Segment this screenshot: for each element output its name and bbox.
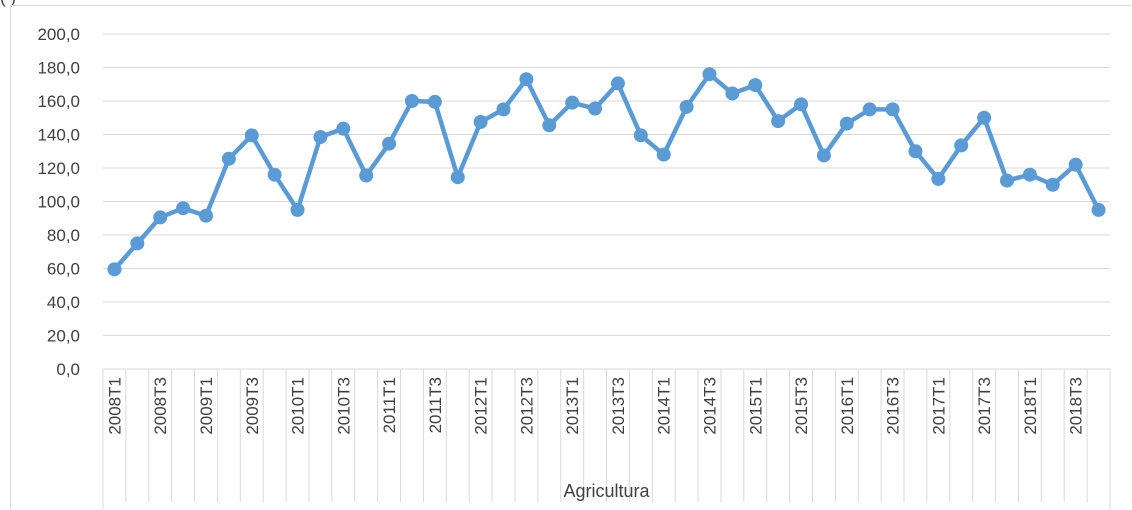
- y-tick-label: 80,0: [47, 226, 80, 245]
- x-axis-title: Agricultura: [563, 481, 650, 501]
- y-tick-label: 0,0: [56, 360, 80, 379]
- data-point: [839, 116, 854, 131]
- x-tick-label: 2014T3: [700, 377, 719, 435]
- x-tick-label: 2011T3: [426, 377, 445, 433]
- x-tick-label: 2015T1: [746, 377, 765, 435]
- x-tick-label: 2009T1: [197, 377, 216, 435]
- data-point: [954, 138, 969, 153]
- y-tick-label: 60,0: [47, 260, 80, 279]
- x-tick-label: 2013T3: [609, 377, 628, 435]
- data-point: [885, 102, 900, 117]
- x-tick-label: 2010T1: [289, 377, 308, 435]
- data-point: [107, 262, 122, 277]
- x-tick-label: 2008T1: [105, 377, 124, 435]
- x-axis: [102, 369, 1111, 509]
- x-tick-label: 2016T1: [838, 377, 857, 435]
- data-point: [862, 102, 877, 117]
- data-point: [130, 236, 145, 251]
- y-tick-label: 180,0: [37, 59, 80, 78]
- data-point: [679, 99, 694, 114]
- data-point: [519, 72, 534, 87]
- data-point: [610, 76, 625, 91]
- data-point: [359, 168, 374, 183]
- x-tick-label: 2008T3: [151, 377, 170, 435]
- data-point: [725, 86, 740, 101]
- y-tick-label: 140,0: [37, 126, 80, 145]
- y-tick-label: 160,0: [37, 92, 80, 111]
- data-point: [267, 167, 282, 182]
- data-point: [1000, 173, 1015, 188]
- data-point: [633, 128, 648, 143]
- y-tick-label: 200,0: [37, 25, 80, 44]
- data-point: [816, 148, 831, 163]
- data-point: [1068, 157, 1083, 172]
- x-tick-label: 2011T1: [380, 377, 399, 433]
- data-point: [404, 94, 419, 108]
- data-point: [794, 97, 809, 112]
- data-point: [450, 170, 465, 185]
- data-point: [290, 202, 305, 217]
- data-point: [153, 210, 168, 225]
- data-point: [771, 114, 786, 129]
- x-tick-label: 2009T3: [243, 377, 262, 435]
- cropped-header-text: ( ): [0, 0, 16, 8]
- data-point: [336, 121, 351, 136]
- data-point: [931, 171, 946, 186]
- y-tick-label: 40,0: [47, 293, 80, 312]
- data-point: [244, 128, 259, 143]
- data-point: [1091, 202, 1106, 217]
- data-point: [748, 78, 763, 93]
- x-tick-label: 2017T1: [929, 377, 948, 435]
- x-tick-label: 2017T3: [975, 377, 994, 435]
- data-point: [473, 114, 488, 129]
- data-point: [313, 130, 328, 145]
- x-tick-label: 2012T3: [517, 377, 536, 435]
- data-point: [702, 67, 717, 82]
- data-point: [496, 102, 511, 117]
- x-tick-label: 2014T1: [655, 377, 674, 435]
- data-point: [656, 147, 671, 162]
- data-point: [176, 201, 191, 216]
- data-point: [565, 95, 580, 110]
- data-point: [542, 118, 557, 133]
- gridlines: [103, 33, 1110, 370]
- y-tick-label: 100,0: [37, 193, 80, 212]
- data-point: [427, 94, 442, 109]
- data-point: [588, 101, 603, 116]
- data-point: [221, 151, 236, 166]
- x-tick-label: 2016T3: [884, 377, 903, 435]
- y-tick-label: 120,0: [37, 159, 80, 178]
- x-tick-label: 2013T1: [563, 377, 582, 435]
- data-point: [382, 136, 397, 151]
- x-axis-tick-labels: 2008T1 2008T3 2009T1 2009T3 2010T1 2010T3 2011…: [105, 377, 1085, 435]
- data-point: [977, 110, 992, 125]
- chart-frame: [10, 5, 1131, 509]
- x-tick-label: 2018T1: [1021, 377, 1040, 435]
- x-tick-label: 2010T3: [334, 377, 353, 435]
- y-axis-tick-labels: 0,0 20,0 40,0 60,0 80,0 100,0 120,0 140,0 160,0 1…: [37, 25, 80, 379]
- data-point: [1022, 167, 1037, 182]
- series-line: [112, 71, 1101, 271]
- data-point: [908, 144, 923, 159]
- y-tick-label: 20,0: [47, 327, 80, 346]
- data-point: [198, 208, 213, 223]
- series-group: [107, 67, 1106, 277]
- x-tick-label: 2018T3: [1067, 377, 1086, 435]
- x-tick-label: 2012T1: [472, 377, 491, 435]
- data-point: [1045, 177, 1060, 192]
- x-tick-label: 2015T3: [792, 377, 811, 435]
